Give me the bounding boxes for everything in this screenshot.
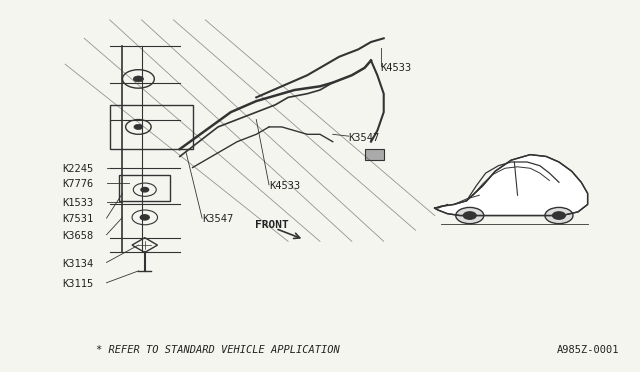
Text: K3547: K3547 [349,133,380,143]
Circle shape [456,208,484,224]
Text: K3115: K3115 [62,279,93,289]
Text: K2245: K2245 [62,164,93,174]
Text: * REFER TO STANDARD VEHICLE APPLICATION: * REFER TO STANDARD VEHICLE APPLICATION [96,345,340,355]
Circle shape [141,187,148,192]
Circle shape [552,212,565,219]
Circle shape [134,124,143,129]
Text: K7531: K7531 [62,214,93,224]
Text: K1533: K1533 [62,198,93,208]
Polygon shape [435,155,588,215]
Text: K4533: K4533 [381,63,412,73]
Polygon shape [365,149,384,160]
Circle shape [133,76,143,82]
Text: FRONT: FRONT [255,220,289,230]
Text: A985Z-0001: A985Z-0001 [557,345,620,355]
Text: K3134: K3134 [62,259,93,269]
Text: K3547: K3547 [202,214,234,224]
Text: K3658: K3658 [62,231,93,241]
Text: K7776: K7776 [62,179,93,189]
Text: K4533: K4533 [269,181,300,191]
Circle shape [140,215,149,220]
Circle shape [463,212,476,219]
Circle shape [545,208,573,224]
